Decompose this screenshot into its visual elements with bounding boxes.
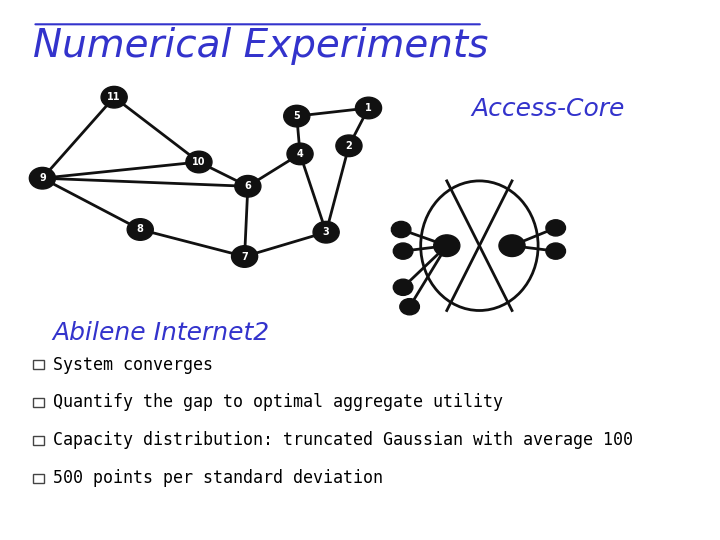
FancyBboxPatch shape xyxy=(32,398,44,407)
Text: Access-Core: Access-Core xyxy=(471,97,624,121)
Circle shape xyxy=(499,235,525,256)
Circle shape xyxy=(101,86,127,108)
Text: 4: 4 xyxy=(384,225,390,234)
Circle shape xyxy=(30,167,55,189)
Text: 3: 3 xyxy=(385,246,392,256)
Circle shape xyxy=(284,105,310,127)
Text: 1: 1 xyxy=(365,103,372,113)
Text: Capacity distribution: truncated Gaussian with average 100: Capacity distribution: truncated Gaussia… xyxy=(53,431,634,449)
Circle shape xyxy=(356,97,382,119)
FancyBboxPatch shape xyxy=(32,360,44,369)
Circle shape xyxy=(232,246,258,267)
Text: 11: 11 xyxy=(107,92,121,102)
Text: 6: 6 xyxy=(245,181,251,191)
Circle shape xyxy=(235,176,261,197)
Text: 7: 7 xyxy=(241,252,248,261)
Circle shape xyxy=(400,299,419,315)
Circle shape xyxy=(546,243,565,259)
Circle shape xyxy=(546,220,565,236)
Circle shape xyxy=(433,235,460,256)
Circle shape xyxy=(127,219,153,240)
Text: 2: 2 xyxy=(385,282,392,292)
Text: 9: 9 xyxy=(39,173,46,183)
Circle shape xyxy=(313,221,339,243)
Text: Numerical Experiments: Numerical Experiments xyxy=(32,27,488,65)
Text: 5: 5 xyxy=(567,223,573,233)
Text: 3: 3 xyxy=(323,227,330,237)
Circle shape xyxy=(393,243,413,259)
Text: 4: 4 xyxy=(297,149,303,159)
Text: 5: 5 xyxy=(293,111,300,121)
Text: Quantify the gap to optimal aggregate utility: Quantify the gap to optimal aggregate ut… xyxy=(53,393,503,411)
Text: System converges: System converges xyxy=(53,355,214,374)
FancyBboxPatch shape xyxy=(32,474,44,483)
Text: 6: 6 xyxy=(567,246,573,256)
FancyBboxPatch shape xyxy=(32,436,44,445)
Text: 2: 2 xyxy=(346,141,352,151)
Circle shape xyxy=(336,135,362,157)
Circle shape xyxy=(393,279,413,295)
Text: 1: 1 xyxy=(392,302,399,312)
Text: 8: 8 xyxy=(137,225,144,234)
Text: Abilene Internet2: Abilene Internet2 xyxy=(52,321,269,345)
Circle shape xyxy=(392,221,411,238)
Text: 10: 10 xyxy=(192,157,206,167)
Text: 500 points per standard deviation: 500 points per standard deviation xyxy=(53,469,384,487)
Circle shape xyxy=(186,151,212,173)
Circle shape xyxy=(287,143,313,165)
